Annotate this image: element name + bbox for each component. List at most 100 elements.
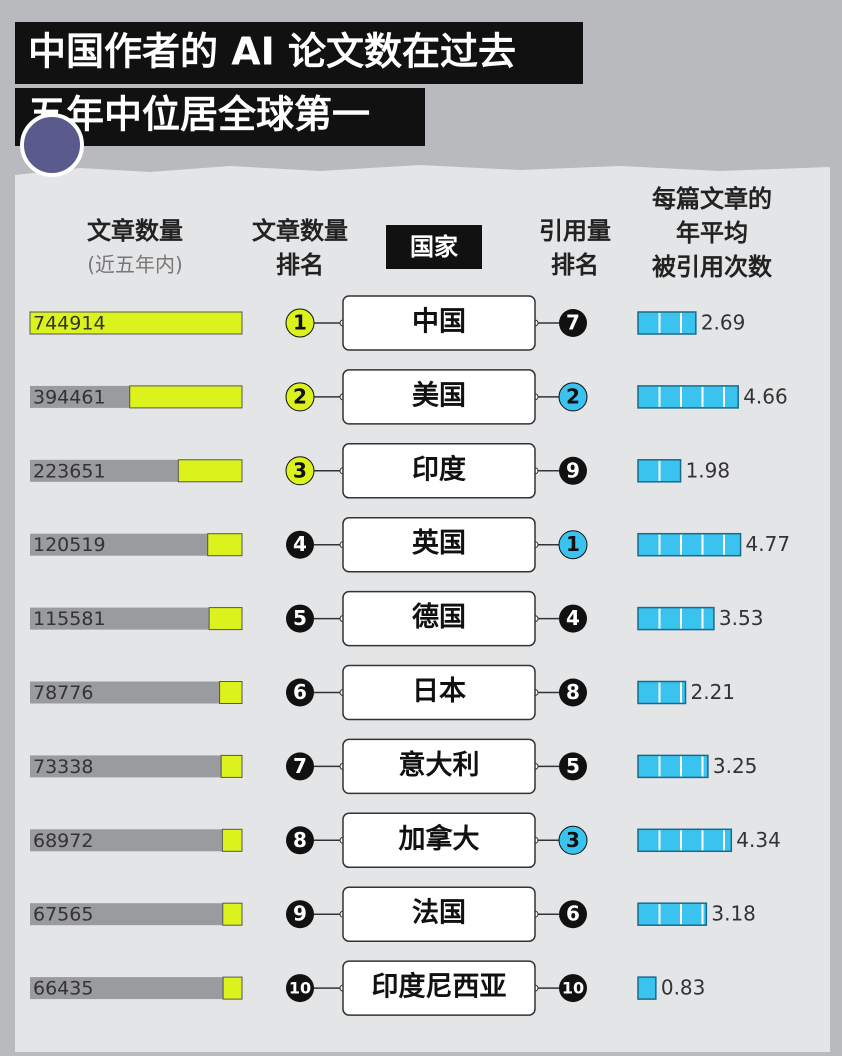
bar-value: 223651 xyxy=(33,460,106,482)
rank-label: 9 xyxy=(566,458,580,482)
rank-label: 7 xyxy=(566,311,580,335)
citation-bar xyxy=(637,385,739,409)
citation-value: 3.25 xyxy=(713,754,758,778)
header: 排名 xyxy=(276,251,324,279)
header: 排名 xyxy=(551,251,599,279)
title-box xyxy=(15,88,425,146)
country-box xyxy=(342,590,536,647)
rank-label: 2 xyxy=(293,384,307,408)
rank-badge xyxy=(559,456,587,485)
rank-badge xyxy=(286,604,314,633)
country: 德国 xyxy=(412,602,466,633)
bar-value: 115581 xyxy=(33,608,106,630)
rank-badge xyxy=(286,974,314,1003)
rank-badge xyxy=(559,900,587,929)
rank-badge xyxy=(559,752,587,781)
rank-badge xyxy=(285,382,315,412)
rank-label: 10 xyxy=(562,979,584,998)
rank-badge xyxy=(559,309,587,337)
bar xyxy=(221,828,243,852)
country-box xyxy=(342,295,536,351)
rank-label: 1 xyxy=(293,311,307,335)
country: 加拿大 xyxy=(399,823,480,855)
rank-badge xyxy=(559,604,587,633)
header: 文章数量 xyxy=(87,217,183,245)
citation-value: 3.53 xyxy=(719,606,764,630)
citation-value: 4.66 xyxy=(743,384,788,408)
rank-label: 3 xyxy=(293,458,307,482)
rank-label: 3 xyxy=(566,828,580,852)
rank-label: 6 xyxy=(566,902,580,926)
bar-value: 394461 xyxy=(33,386,106,408)
citation-value: 2.21 xyxy=(691,680,736,704)
bar xyxy=(222,902,243,926)
bar-value: 66435 xyxy=(33,978,93,1000)
country: 法国 xyxy=(412,898,466,929)
rank-label: 4 xyxy=(293,532,307,556)
header: 国家 xyxy=(410,233,458,261)
rank-label: 7 xyxy=(293,754,307,778)
rank-badge xyxy=(286,900,314,929)
country-box xyxy=(342,960,536,1016)
bar-value: 68972 xyxy=(33,830,93,852)
citation-value: 2.69 xyxy=(701,311,746,335)
rank-badge xyxy=(286,826,314,855)
country: 中国 xyxy=(412,307,466,338)
rank-badge xyxy=(559,678,587,707)
country-box xyxy=(342,664,536,721)
country-box xyxy=(342,516,536,573)
bar xyxy=(219,681,243,704)
bar xyxy=(207,533,243,557)
rank-badge xyxy=(285,308,315,338)
bar xyxy=(29,311,243,335)
rank-badge xyxy=(558,530,588,560)
rank-label: 10 xyxy=(289,979,311,998)
rank-label: 8 xyxy=(293,828,307,852)
citation-value: 1.98 xyxy=(686,458,731,482)
header-sub: (近五年内) xyxy=(87,253,183,277)
bar-track xyxy=(30,903,242,926)
bar xyxy=(177,459,243,483)
header-box xyxy=(386,225,482,269)
overlay-dot xyxy=(20,113,84,177)
rank-badge xyxy=(559,974,587,1003)
country: 英国 xyxy=(412,528,466,559)
bar xyxy=(129,385,243,409)
rank-badge xyxy=(558,825,588,855)
country: 印度尼西亚 xyxy=(372,971,507,1003)
country-box xyxy=(342,886,536,942)
citation-bar xyxy=(637,532,742,557)
citation-value: 0.83 xyxy=(661,976,706,1000)
rank-label: 5 xyxy=(293,606,307,630)
country-box xyxy=(342,369,536,425)
bar-value: 744914 xyxy=(33,313,106,335)
citation-value: 3.18 xyxy=(711,902,756,926)
rank-badge xyxy=(286,752,314,781)
citation-bar xyxy=(637,754,709,779)
bar-value: 120519 xyxy=(33,534,106,556)
country: 印度 xyxy=(412,453,466,485)
header: 引用量 xyxy=(539,217,611,245)
bar-track xyxy=(30,607,242,630)
country-box xyxy=(342,738,536,795)
rank-label: 6 xyxy=(293,680,307,704)
header: 被引用次数 xyxy=(652,253,773,281)
country-box xyxy=(342,812,536,869)
citation-bar xyxy=(637,902,708,926)
rank-label: 4 xyxy=(566,606,580,630)
citation-value: 4.77 xyxy=(746,532,791,556)
rank-label: 1 xyxy=(566,532,580,556)
rank-badge xyxy=(286,530,314,559)
header: 文章数量 xyxy=(252,217,348,245)
bar-track xyxy=(30,681,242,704)
country: 日本 xyxy=(412,676,466,707)
citation-bar xyxy=(637,606,715,631)
rank-label: 5 xyxy=(566,754,580,778)
bar-value: 67565 xyxy=(33,904,93,926)
citation-value: 4.34 xyxy=(736,828,781,852)
rank-label: 2 xyxy=(566,384,580,408)
rank-badge xyxy=(286,678,314,707)
bar xyxy=(208,607,243,631)
